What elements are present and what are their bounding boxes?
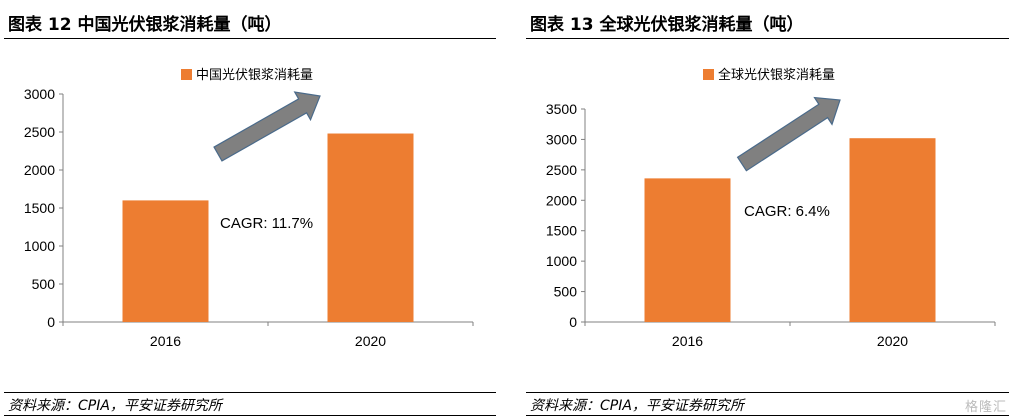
x-tick-label: 2020: [877, 333, 908, 349]
growth-arrow-shape: [736, 96, 841, 172]
y-tick-label: 2500: [546, 162, 577, 178]
y-tick-label: 2000: [24, 162, 55, 178]
source-rule: [4, 392, 496, 393]
watermark-logo: 格隆汇: [964, 400, 1007, 415]
legend-label: 中国光伏银浆消耗量: [196, 67, 313, 82]
bar-2020: [327, 133, 414, 322]
y-tick-label: 500: [32, 276, 56, 292]
y-tick-label: 3000: [546, 131, 577, 147]
global-silver-paste-chart: 全球光伏银浆消耗量 0 500 1000 1500 2000 2500 3000 3500 201…: [546, 67, 996, 349]
cagr-annotation: CAGR: 11.7%: [220, 215, 313, 232]
y-tick-label: 1500: [24, 200, 55, 216]
bar-2020: [849, 138, 936, 322]
bottom-rule: [4, 415, 496, 416]
growth-arrow: [736, 96, 841, 172]
figure-title: 图表 13 全球光伏银浆消耗量（吨）: [530, 15, 804, 35]
y-tick-label: 2000: [546, 192, 577, 208]
y-tick-label: 500: [554, 284, 578, 300]
china-silver-paste-chart: 中国光伏银浆消耗量 0 500 1000 1500 2000 2500 3000 2016 202…: [24, 67, 474, 349]
growth-arrow: [213, 91, 321, 162]
y-tick-label: 3500: [546, 101, 577, 117]
bar-2016: [644, 178, 731, 322]
growth-arrow-shape: [213, 91, 321, 162]
x-tick-label: 2020: [355, 333, 386, 349]
title-rule: [4, 38, 496, 39]
source-rule: [526, 392, 1009, 393]
legend-swatch: [181, 69, 192, 80]
legend-swatch: [703, 69, 714, 80]
legend-label: 全球光伏银浆消耗量: [718, 67, 835, 82]
y-tick-label: 0: [47, 314, 55, 330]
y-tick-label: 2500: [24, 124, 55, 140]
bottom-rule: [526, 415, 1009, 416]
figure-13-panel: 图表 13 全球光伏银浆消耗量（吨） 全球光伏银浆消耗量 0 500 1000 1500…: [522, 0, 1013, 420]
figure-12-panel: 图表 12 中国光伏银浆消耗量（吨） 中国光伏银浆消耗量 0 500 1000 1500…: [0, 0, 500, 420]
x-tick-label: 2016: [150, 333, 181, 349]
figure-title: 图表 12 中国光伏银浆消耗量（吨）: [8, 15, 282, 35]
y-tick-label: 1000: [24, 238, 55, 254]
source-note: 资料来源：CPIA，平安证券研究所: [8, 398, 222, 414]
source-note: 资料来源：CPIA，平安证券研究所: [530, 398, 744, 414]
bar-2016: [122, 200, 209, 322]
y-tick-label: 0: [569, 314, 577, 330]
y-tick-label: 1000: [546, 253, 577, 269]
title-rule: [526, 38, 1009, 39]
x-tick-label: 2016: [672, 333, 703, 349]
cagr-annotation: CAGR: 6.4%: [744, 203, 830, 220]
y-tick-label: 3000: [24, 86, 55, 102]
y-tick-label: 1500: [546, 223, 577, 239]
